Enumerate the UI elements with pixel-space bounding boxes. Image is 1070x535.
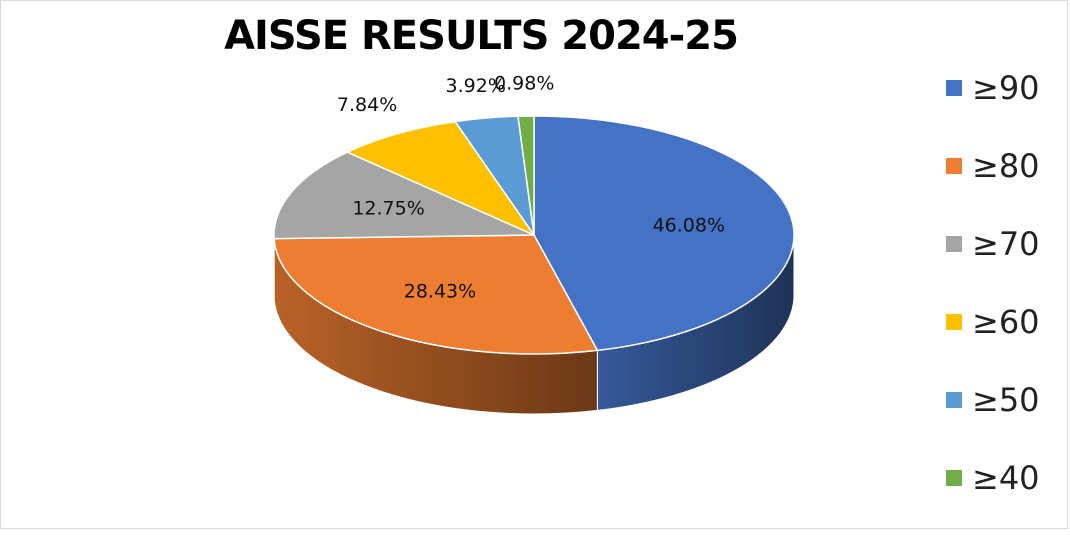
chart-title: AISSE RESULTS 2024-25	[224, 13, 739, 59]
legend-label-5: ≥40	[972, 459, 1040, 497]
legend-label-4: ≥50	[972, 381, 1040, 419]
legend-item-1: ≥80	[946, 127, 1040, 205]
legend-swatch-3	[946, 314, 962, 330]
pie-slice-5	[517, 115, 535, 236]
data-label-3: 7.84%	[337, 94, 397, 116]
legend-label-1: ≥80	[972, 147, 1040, 185]
data-label-0: 46.08%	[653, 215, 725, 237]
legend-item-5: ≥40	[946, 439, 1040, 517]
legend-label-0: ≥90	[972, 69, 1040, 107]
pie-slice-1	[273, 234, 599, 355]
data-label-5: 0.98%	[494, 72, 554, 94]
pie-slice-2	[273, 151, 535, 240]
legend-label-3: ≥60	[972, 303, 1040, 341]
legend-swatch-0	[946, 80, 962, 96]
legend-item-0: ≥90	[946, 49, 1040, 127]
pie-data-labels: 46.08% 28.43% 12.75% 7.84% 3.92%0.98%	[337, 72, 725, 302]
legend-label-2: ≥70	[972, 225, 1040, 263]
legend-swatch-2	[946, 236, 962, 252]
data-label-2: 12.75%	[352, 198, 424, 220]
legend-item-4: ≥50	[946, 361, 1040, 439]
legend-item-3: ≥60	[946, 283, 1040, 361]
legend-swatch-5	[946, 470, 962, 486]
pie-top	[273, 115, 795, 355]
data-label-4: 3.92%	[446, 75, 506, 97]
legend: ≥90 ≥80 ≥70 ≥60 ≥50 ≥40	[946, 49, 1040, 517]
legend-swatch-4	[946, 392, 962, 408]
legend-swatch-1	[946, 158, 962, 174]
pie-slice-3	[346, 120, 535, 236]
pie-slice-0	[533, 115, 795, 352]
legend-item-2: ≥70	[946, 205, 1040, 283]
data-label-1: 28.43%	[404, 280, 476, 302]
